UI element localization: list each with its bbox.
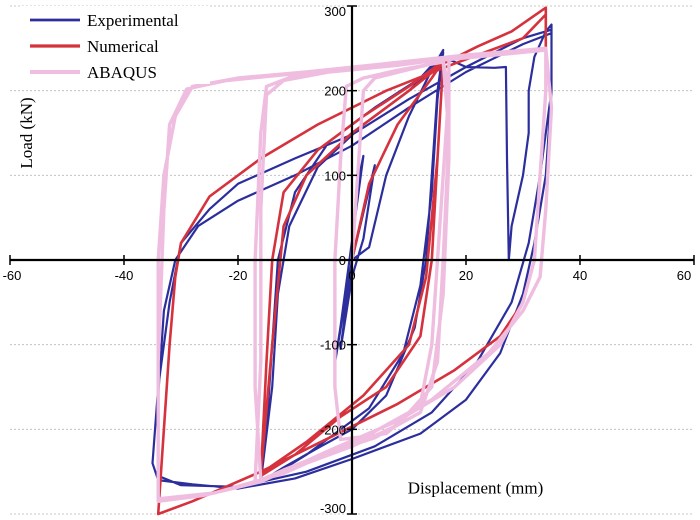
x-axis-title: Displacement (mm)	[408, 479, 544, 498]
legend-label-numerical: Numerical	[87, 37, 159, 56]
y-tick-label: 100	[324, 168, 346, 183]
y-tick-label: -200	[320, 422, 346, 437]
series-line-numerical	[156, 6, 548, 516]
x-tick-label: -40	[115, 268, 134, 283]
x-tick-label: 60	[677, 268, 691, 283]
x-tick-label: -60	[3, 268, 22, 283]
x-tick-label: 0	[348, 268, 355, 283]
y-tick-label: 300	[324, 4, 346, 19]
x-tick-label: -20	[229, 268, 248, 283]
series-line-experimental	[151, 23, 553, 490]
y-tick-label: 200	[324, 84, 346, 99]
x-tick-label: 40	[573, 268, 587, 283]
y-tick-label: -100	[320, 338, 346, 353]
series-line-abaqus	[156, 46, 554, 503]
y-tick-label: 0	[339, 253, 346, 268]
y-axis-title: Load (kN)	[17, 97, 36, 168]
legend-label-experimental: Experimental	[87, 11, 179, 30]
y-tick-label: -300	[320, 501, 346, 516]
series-layer	[151, 6, 554, 516]
tick-marks	[9, 5, 695, 515]
legend-label-abaqus: ABAQUS	[87, 63, 157, 82]
legend: Experimental Numerical ABAQUS	[20, 6, 210, 84]
x-tick-label: 20	[459, 268, 473, 283]
